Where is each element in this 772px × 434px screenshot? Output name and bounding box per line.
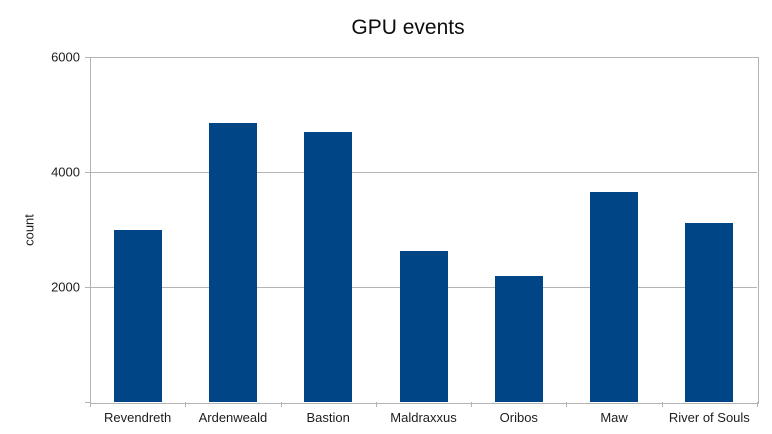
bar (685, 223, 734, 402)
y-tick-label: 4000 (51, 164, 80, 180)
x-tick (471, 402, 473, 407)
y-tick-label: 6000 (51, 49, 80, 65)
x-tick-label: Maw (600, 410, 628, 425)
y-tick (85, 172, 90, 173)
x-tick-label: Oribos (499, 410, 538, 425)
y-tick-label: 2000 (51, 279, 80, 295)
x-tick-label: Ardenweald (198, 410, 268, 425)
x-tick-label: Maldraxxus (390, 410, 457, 425)
bar (113, 229, 162, 402)
y-tick (85, 57, 90, 58)
x-tick (566, 402, 568, 407)
x-tick (375, 402, 377, 407)
bar (494, 275, 543, 402)
chart-title: GPU events (351, 16, 465, 39)
y-tick (85, 287, 90, 288)
bar (399, 251, 448, 402)
x-tick (185, 402, 187, 407)
x-tick (661, 402, 663, 407)
x-tick (90, 402, 91, 407)
x-tick (757, 402, 758, 407)
x-tick-label: Bastion (306, 410, 350, 425)
gridline (90, 172, 757, 173)
x-tick-label: Revendreth (104, 410, 172, 425)
plot-area (90, 57, 757, 402)
y-axis-title: count (21, 214, 37, 246)
y-tick (85, 402, 90, 403)
bar (208, 122, 257, 402)
bar (590, 191, 639, 402)
x-tick-label: River of Souls (668, 410, 750, 425)
x-tick (280, 402, 282, 407)
bar (304, 132, 353, 402)
